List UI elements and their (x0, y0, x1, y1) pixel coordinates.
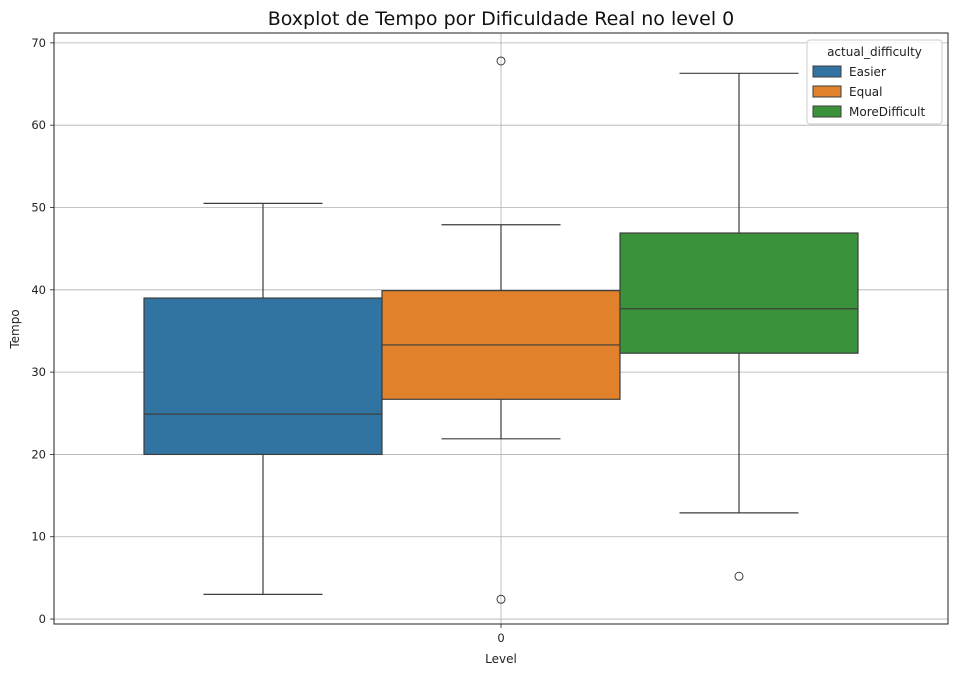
outlier-point (496, 56, 506, 66)
y-tick-label: 20 (31, 447, 46, 461)
legend: actual_difficulty Easier Equal MoreDifficul… (806, 39, 943, 125)
legend-box (806, 39, 943, 125)
legend-swatch (812, 85, 842, 98)
box-iqr (619, 232, 859, 354)
y-tick-label: 60 (31, 118, 46, 132)
legend-entry-label: Equal (849, 85, 883, 99)
chart-title: Boxplot de Tempo por Dificuldade Real no… (268, 8, 735, 30)
legend-swatch (812, 105, 842, 118)
box-moredifficult (619, 72, 859, 581)
y-axis-label: Tempo (8, 309, 22, 349)
y-tick-label: 70 (31, 36, 46, 50)
y-tick-label: 10 (31, 530, 46, 544)
outlier-point (496, 594, 506, 604)
y-tick-label: 40 (31, 283, 46, 297)
legend-swatch (812, 65, 842, 78)
x-tick-label: 0 (497, 631, 504, 645)
legend-title: actual_difficulty (827, 45, 922, 59)
outlier-point (734, 571, 744, 581)
legend-entry-label: Easier (849, 65, 886, 79)
box-equal (381, 56, 621, 604)
y-tick-label: 50 (31, 201, 46, 215)
box-easier (143, 202, 383, 595)
plot-layer (143, 56, 859, 604)
y-tick-label: 0 (39, 612, 46, 626)
y-tick-label: 30 (31, 365, 46, 379)
axes-layer: 0 10 20 30 40 50 60 70 0 (31, 36, 504, 645)
legend-entry-label: MoreDifficult (849, 105, 925, 119)
box-iqr (143, 297, 383, 456)
x-axis-label: Level (485, 652, 517, 666)
